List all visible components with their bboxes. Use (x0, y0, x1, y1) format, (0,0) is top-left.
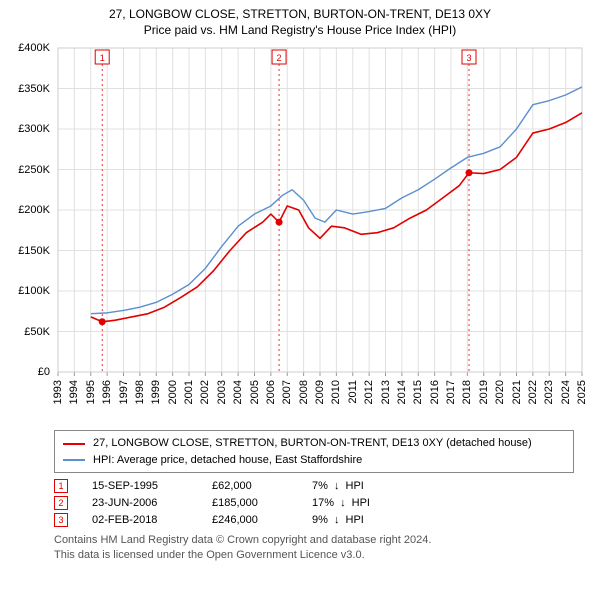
y-axis-label: £100K (18, 285, 50, 297)
event-diff: 7% ↓ HPI (312, 480, 422, 492)
x-axis-label: 1999 (150, 380, 162, 404)
x-axis-label: 2012 (363, 380, 375, 404)
legend-item: 27, LONGBOW CLOSE, STRETTON, BURTON-ON-T… (63, 435, 565, 452)
y-axis-label: £300K (18, 123, 50, 135)
x-axis-label: 2022 (527, 380, 539, 404)
x-axis-label: 2023 (543, 380, 555, 404)
x-axis-label: 2013 (380, 380, 392, 404)
x-axis-label: 2024 (560, 380, 572, 404)
footnote-line2: This data is licensed under the Open Gov… (54, 548, 574, 562)
svg-text:1: 1 (100, 53, 105, 63)
x-axis-label: 1996 (101, 380, 113, 404)
x-axis-label: 2018 (461, 380, 473, 404)
event-row: 3 02-FEB-2018£246,0009% ↓ HPI (54, 513, 574, 527)
x-axis-label: 1993 (52, 380, 64, 404)
footnote-line1: Contains HM Land Registry data © Crown c… (54, 533, 574, 547)
x-axis-label: 2010 (330, 380, 342, 404)
chart-container: 27, LONGBOW CLOSE, STRETTON, BURTON-ON-T… (0, 0, 600, 570)
event-price: £62,000 (212, 480, 312, 492)
x-axis-label: 2001 (183, 380, 195, 404)
event-price: £185,000 (212, 497, 312, 509)
y-axis-label: £0 (38, 366, 50, 378)
svg-text:2: 2 (277, 53, 282, 63)
y-axis-label: £400K (18, 42, 50, 54)
x-axis-label: 2015 (412, 380, 424, 404)
y-axis-label: £50K (24, 326, 50, 338)
chart-svg: 1 2 3 (10, 42, 590, 420)
x-axis-label: 2008 (298, 380, 310, 404)
x-axis-label: 2006 (265, 380, 277, 404)
y-axis-label: £200K (18, 204, 50, 216)
x-axis-label: 2016 (429, 380, 441, 404)
y-axis-label: £250K (18, 164, 50, 176)
legend-label: 27, LONGBOW CLOSE, STRETTON, BURTON-ON-T… (93, 435, 532, 452)
events-list: 1 15-SEP-1995£62,0007% ↓ HPI 2 23-JUN-2006£… (54, 479, 574, 527)
x-axis-label: 2020 (494, 380, 506, 404)
legend-box: 27, LONGBOW CLOSE, STRETTON, BURTON-ON-T… (54, 430, 574, 473)
svg-text:3: 3 (467, 53, 472, 63)
legend-item: HPI: Average price, detached house, East… (63, 452, 565, 469)
arrow-down-icon: ↓ (334, 514, 340, 526)
x-axis-label: 1994 (68, 380, 80, 404)
x-axis-label: 2019 (478, 380, 490, 404)
chart-title-line1: 27, LONGBOW CLOSE, STRETTON, BURTON-ON-T… (10, 6, 590, 22)
x-axis-label: 2025 (576, 380, 588, 404)
footnote: Contains HM Land Registry data © Crown c… (54, 533, 574, 562)
event-date: 15-SEP-1995 (92, 480, 212, 492)
x-axis-label: 2021 (511, 380, 523, 404)
arrow-down-icon: ↓ (340, 497, 346, 509)
event-date: 02-FEB-2018 (92, 514, 212, 526)
legend-swatch (63, 459, 85, 461)
x-axis-label: 1995 (85, 380, 97, 404)
event-diff: 17% ↓ HPI (312, 497, 422, 509)
x-axis-label: 1998 (134, 380, 146, 404)
x-axis-label: 2002 (199, 380, 211, 404)
y-axis-label: £150K (18, 245, 50, 257)
x-axis-label: 2003 (216, 380, 228, 404)
chart-plot-area: 1 2 3 £0 £50K £100K £150K £200K £250K £300K £350K… (10, 42, 590, 420)
event-marker: 1 (54, 479, 68, 493)
x-axis-label: 1997 (118, 380, 130, 404)
event-row: 1 15-SEP-1995£62,0007% ↓ HPI (54, 479, 574, 493)
event-row: 2 23-JUN-2006£185,00017% ↓ HPI (54, 496, 574, 510)
x-axis-label: 2000 (167, 380, 179, 404)
legend-label: HPI: Average price, detached house, East… (93, 452, 362, 469)
x-axis-label: 2017 (445, 380, 457, 404)
x-axis-label: 2014 (396, 380, 408, 404)
x-axis-label: 2004 (232, 380, 244, 404)
event-date: 23-JUN-2006 (92, 497, 212, 509)
x-axis-label: 2007 (281, 380, 293, 404)
chart-title-line2: Price paid vs. HM Land Registry's House … (10, 22, 590, 38)
event-price: £246,000 (212, 514, 312, 526)
arrow-down-icon: ↓ (334, 480, 340, 492)
x-axis-label: 2011 (347, 380, 359, 404)
x-axis-label: 2005 (249, 380, 261, 404)
y-axis-label: £350K (18, 83, 50, 95)
x-axis-label: 2009 (314, 380, 326, 404)
event-diff: 9% ↓ HPI (312, 514, 422, 526)
event-marker: 3 (54, 513, 68, 527)
event-marker: 2 (54, 496, 68, 510)
legend-swatch (63, 443, 85, 445)
